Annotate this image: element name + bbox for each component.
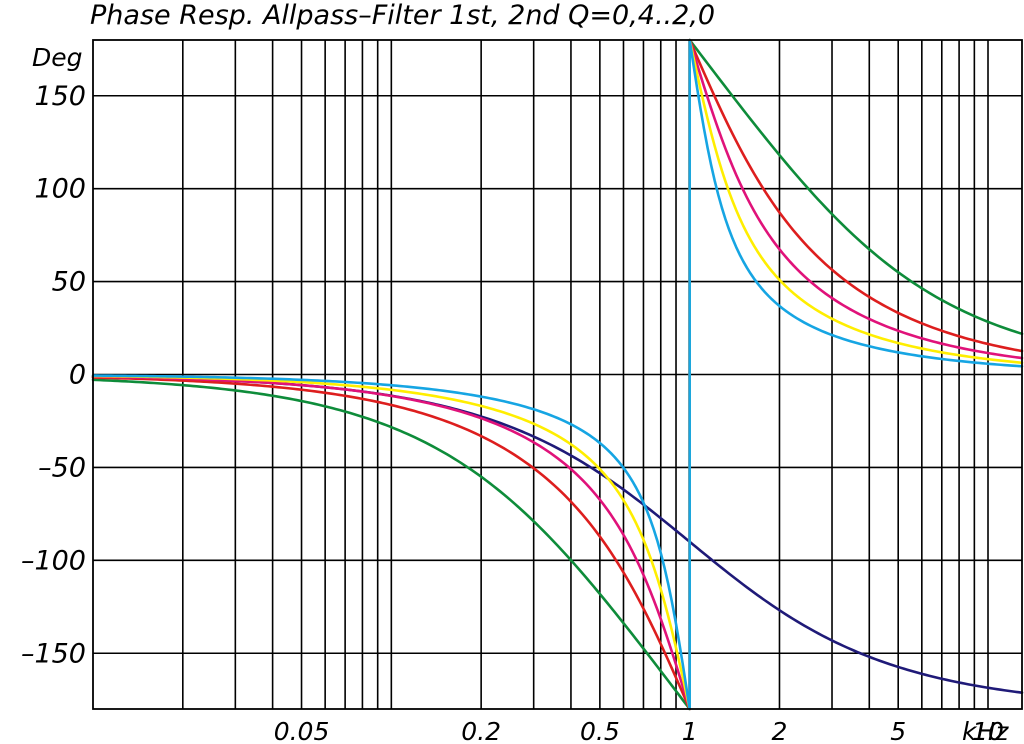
series-line-3 <box>91 38 1024 711</box>
x-tick-label: 2 <box>772 717 788 744</box>
y-axis-unit-label: Deg <box>32 43 83 72</box>
x-tick-label: 10 <box>972 717 1004 744</box>
y-tick-label: 0 <box>69 360 86 391</box>
series-line-1 <box>91 375 1024 694</box>
y-tick-label: –100 <box>21 545 86 576</box>
series-line-4 <box>91 38 1024 711</box>
series-line-6 <box>91 38 1024 711</box>
series-line-5 <box>91 38 1024 711</box>
y-tick-label: –50 <box>38 452 86 483</box>
x-tick-label: 1 <box>682 717 698 744</box>
x-tick-label: 0.2 <box>461 717 501 744</box>
y-tick-label: 50 <box>52 267 86 298</box>
x-tick-labels: 0.05 0.2 0.5 1 2 5 10 <box>274 717 1004 744</box>
series-group <box>91 38 1024 711</box>
y-tick-label: 150 <box>34 81 86 112</box>
y-tick-label: –150 <box>21 638 86 669</box>
y-tick-label: 100 <box>34 174 86 205</box>
series-line-2 <box>91 38 1024 711</box>
x-tick-label: 0.05 <box>274 717 330 744</box>
x-axis-unit-label: kHz <box>962 717 1009 744</box>
y-tick-labels: 150 100 50 0 –50 –100 –150 <box>21 81 86 670</box>
plot-frame <box>92 39 1023 710</box>
x-tick-label: 0.5 <box>580 717 620 744</box>
chart-title: Phase Resp. Allpass–Filter 1st, 2nd Q=0,… <box>90 0 715 31</box>
grid <box>93 40 1022 709</box>
x-tick-label: 5 <box>890 717 906 744</box>
